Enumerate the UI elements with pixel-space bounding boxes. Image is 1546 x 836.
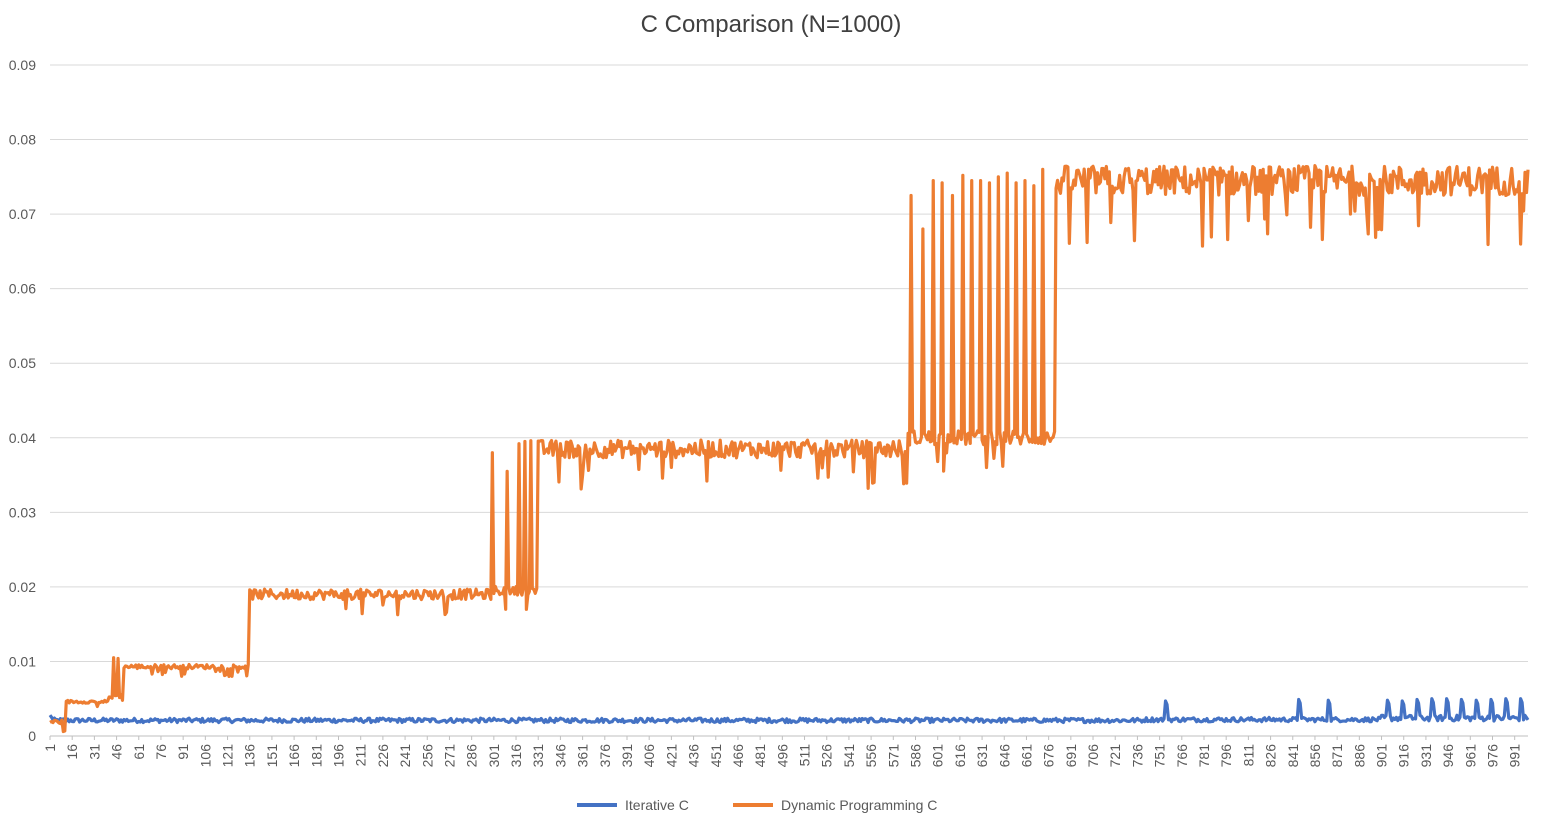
- y-tick-label: 0.04: [9, 430, 36, 446]
- x-tick-label: 736: [1129, 744, 1145, 768]
- x-tick-label: 661: [1018, 744, 1034, 768]
- x-tick-label: 556: [863, 744, 879, 768]
- x-tick-label: 346: [552, 744, 568, 768]
- x-tick-label: 406: [641, 744, 657, 768]
- x-tick-label: 391: [619, 744, 635, 768]
- gridlines: [50, 64, 1528, 737]
- y-tick-label: 0.05: [9, 355, 36, 371]
- x-tick-label: 241: [397, 744, 413, 768]
- x-tick-label: 646: [996, 744, 1012, 768]
- x-tick-label: 331: [530, 744, 546, 768]
- y-tick-labels: 0 0.01 0.02 0.03 0.04 0.05 0.06 0.07 0.08 0.09: [9, 57, 36, 744]
- x-tick-label: 181: [308, 744, 324, 768]
- x-tick-label: 46: [109, 744, 125, 760]
- chart-title: C Comparison (N=1000): [641, 11, 902, 38]
- y-tick-label: 0.09: [9, 57, 36, 73]
- x-tick-label: 316: [508, 744, 524, 768]
- x-tick-label: 976: [1484, 744, 1500, 768]
- legend-label-dynamic-programming: Dynamic Programming C: [781, 797, 937, 813]
- y-tick-label: 0.06: [9, 281, 36, 297]
- x-tick-label: 16: [64, 744, 80, 760]
- x-tick-label: 526: [819, 744, 835, 768]
- x-tick-label: 496: [774, 744, 790, 768]
- x-tick-label: 511: [797, 744, 813, 767]
- x-tick-label: 376: [597, 744, 613, 768]
- x-tick-label: 856: [1307, 744, 1323, 768]
- x-tick-label: 91: [175, 744, 191, 760]
- y-tick-label: 0.07: [9, 206, 36, 222]
- x-tick-label: 826: [1263, 744, 1279, 768]
- x-tick-label: 946: [1440, 744, 1456, 768]
- y-tick-label: 0.03: [9, 504, 36, 520]
- x-tick-label: 601: [930, 744, 946, 768]
- x-tick-label: 211: [353, 744, 369, 767]
- x-tick-label: 271: [441, 744, 457, 768]
- legend-label-iterative: Iterative C: [625, 797, 689, 813]
- x-tick-label: 751: [1152, 744, 1168, 768]
- x-tick-label: 631: [974, 744, 990, 768]
- x-tick-label: 436: [686, 744, 702, 768]
- x-tick-label: 796: [1218, 744, 1234, 768]
- x-tick-label: 256: [419, 744, 435, 768]
- x-tick-label: 61: [131, 744, 147, 760]
- x-tick-label: 991: [1507, 744, 1523, 768]
- x-tick-label: 916: [1396, 744, 1412, 768]
- x-tick-label: 871: [1329, 744, 1345, 768]
- x-tick-labels: 1 16 31 46 61 76 91 106 121 136 151 166 181 196 211 226…: [42, 736, 1523, 767]
- legend: Iterative C Dynamic Programming C: [577, 797, 937, 813]
- y-tick-label: 0.02: [9, 579, 36, 595]
- series-line-dynamic-programming: [49, 164, 1530, 734]
- x-tick-label: 361: [575, 744, 591, 768]
- y-tick-label: 0.08: [9, 132, 36, 148]
- x-tick-label: 811: [1240, 744, 1256, 767]
- x-tick-label: 226: [375, 744, 391, 768]
- x-tick-label: 691: [1063, 744, 1079, 768]
- x-tick-label: 766: [1174, 744, 1190, 768]
- x-tick-label: 841: [1285, 744, 1301, 768]
- x-tick-label: 721: [1107, 744, 1123, 768]
- x-tick-label: 286: [464, 744, 480, 768]
- x-tick-label: 931: [1418, 744, 1434, 768]
- x-tick-label: 676: [1041, 744, 1057, 768]
- x-tick-label: 121: [220, 744, 236, 768]
- x-tick-label: 781: [1196, 744, 1212, 768]
- x-tick-label: 1: [42, 744, 58, 752]
- x-tick-label: 76: [153, 744, 169, 760]
- series-line-iterative: [48, 697, 1530, 725]
- y-tick-label: 0.01: [9, 653, 36, 669]
- x-tick-label: 466: [730, 744, 746, 768]
- x-tick-label: 481: [752, 744, 768, 768]
- x-tick-label: 31: [86, 744, 102, 760]
- x-tick-label: 961: [1462, 744, 1478, 768]
- y-tick-label: 0: [28, 728, 36, 744]
- x-tick-label: 901: [1374, 744, 1390, 768]
- x-tick-label: 571: [885, 744, 901, 768]
- x-tick-label: 586: [907, 744, 923, 768]
- x-tick-label: 151: [264, 744, 280, 768]
- x-tick-label: 106: [197, 744, 213, 768]
- x-tick-label: 616: [952, 744, 968, 768]
- x-tick-label: 451: [708, 744, 724, 768]
- x-tick-label: 541: [841, 744, 857, 768]
- x-tick-label: 166: [286, 744, 302, 768]
- x-tick-label: 706: [1085, 744, 1101, 768]
- x-tick-label: 421: [663, 744, 679, 768]
- x-tick-label: 196: [330, 744, 346, 768]
- series-lines: [48, 164, 1530, 734]
- x-tick-label: 886: [1351, 744, 1367, 768]
- x-tick-label: 136: [242, 744, 258, 768]
- x-tick-label: 301: [486, 744, 502, 768]
